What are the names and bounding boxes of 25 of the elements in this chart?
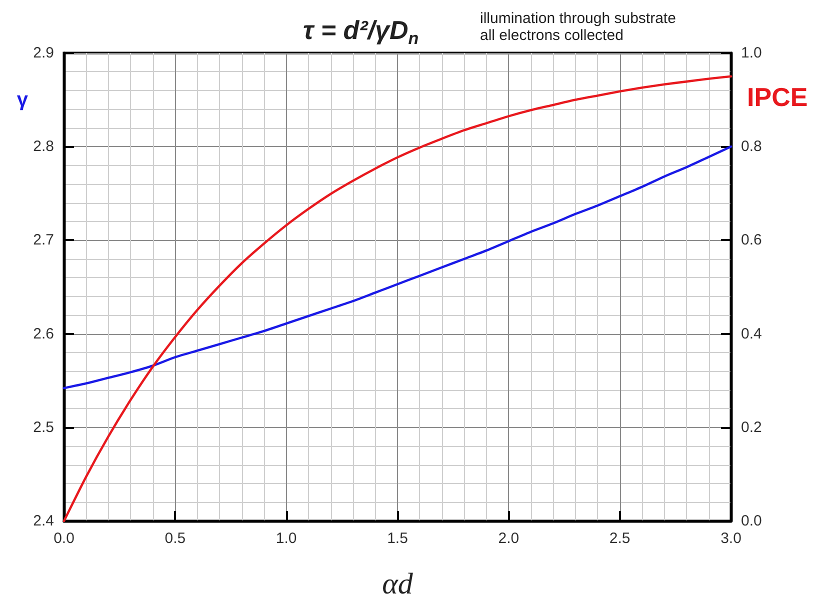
x-tick-label: 0.0 — [54, 530, 74, 547]
y-tick-label: 2.6 — [33, 325, 54, 342]
y-tick-label: 2.5 — [33, 418, 54, 436]
y-tick-label: 2.8 — [33, 138, 54, 156]
y2-tick-label: 0.6 — [741, 232, 762, 249]
x-tick-label: 0.5 — [164, 530, 186, 547]
y2-tick-label: 0.8 — [741, 138, 762, 156]
y2-tick-label: 1.0 — [741, 44, 762, 62]
y-tick-label: 2.4 — [33, 512, 54, 530]
x-tick-label: 3.0 — [720, 530, 742, 547]
x-tick-label: 2.0 — [498, 530, 520, 547]
x-tick-label: 2.5 — [609, 530, 630, 547]
y-axis-title: γ — [16, 89, 29, 111]
text: illumination through substrate — [480, 10, 676, 27]
text: all electrons collected — [480, 27, 624, 44]
y2-tick-label: 0.4 — [741, 325, 762, 342]
y-tick-label: 2.7 — [33, 232, 54, 249]
x-tick-label: 1.5 — [387, 530, 408, 547]
y2-tick-label: 0.2 — [741, 418, 762, 436]
y2-axis-title: IPCE — [747, 82, 808, 112]
line-series — [62, 145, 732, 390]
y-tick-label: 2.9 — [33, 44, 54, 62]
x-tick-label: 1.0 — [276, 530, 297, 547]
x-axis-title: αd — [382, 568, 414, 600]
y2-tick-label: 0.0 — [741, 512, 762, 530]
